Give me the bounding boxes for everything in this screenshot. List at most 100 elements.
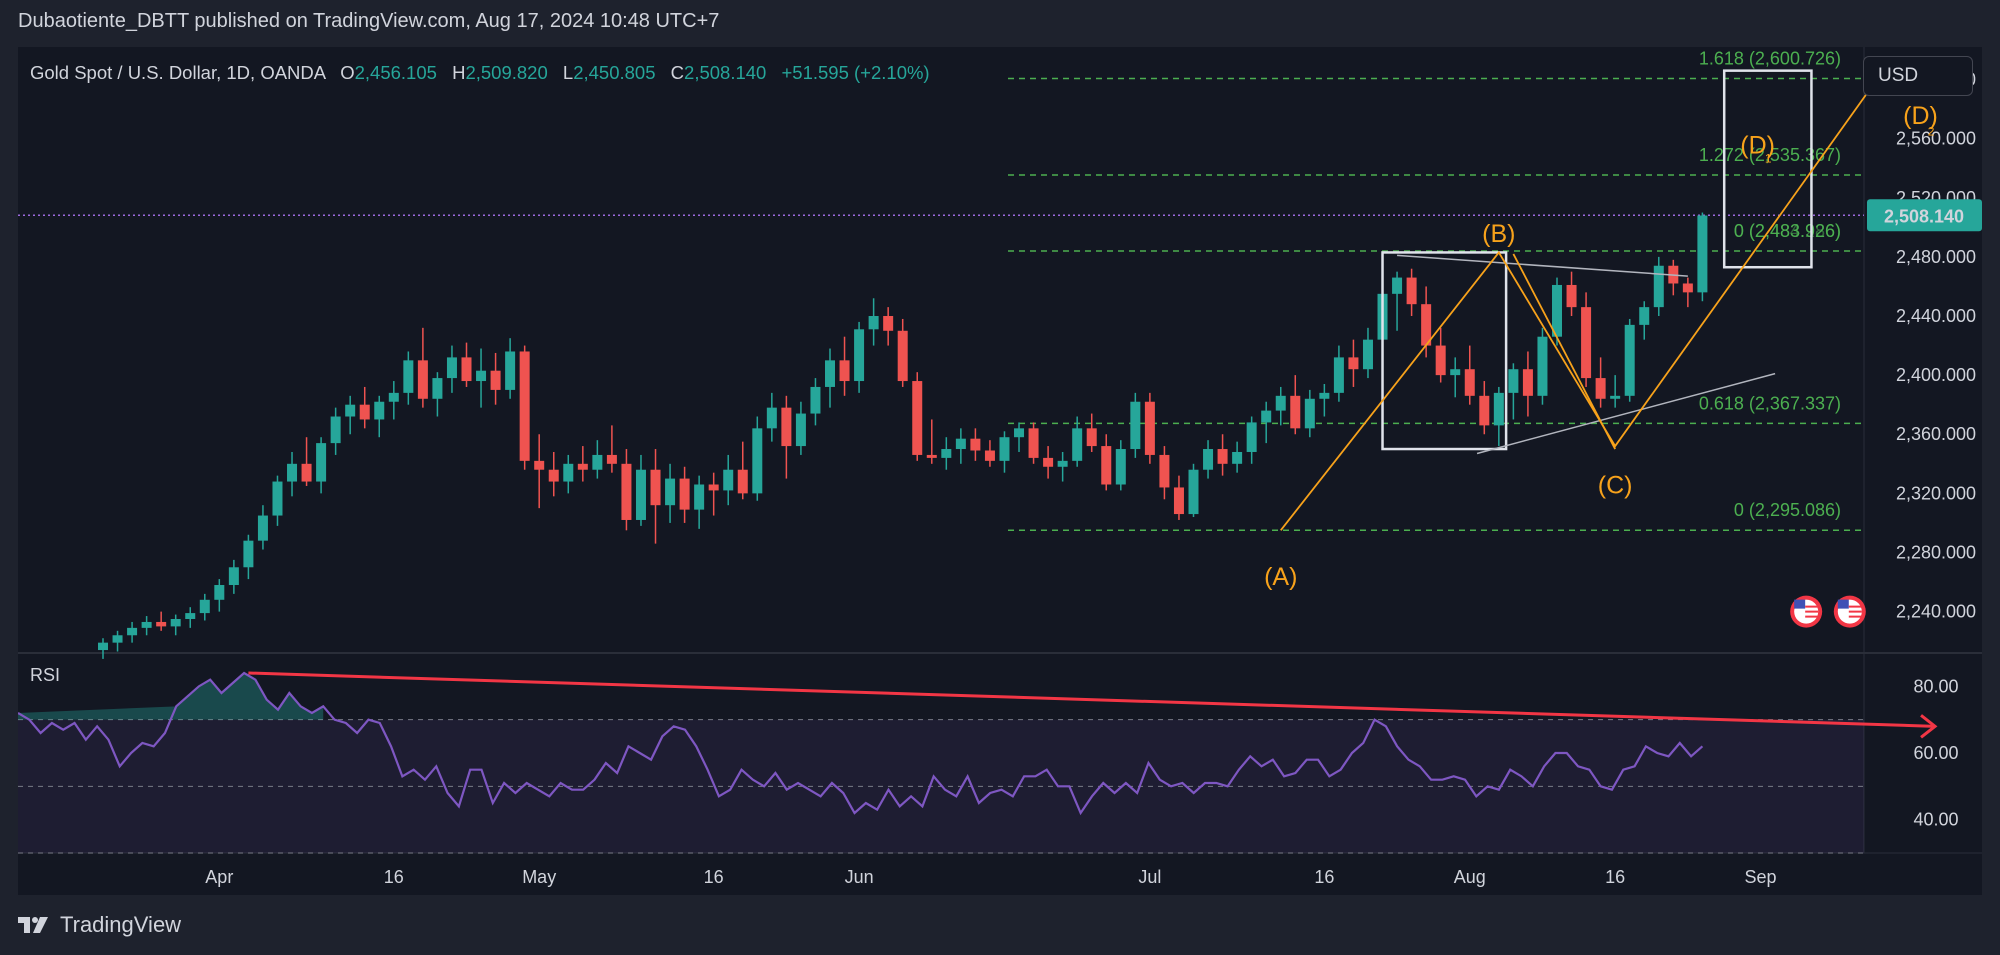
candle-body — [534, 460, 545, 470]
candle-body — [432, 378, 443, 399]
flag-stripe — [1805, 610, 1819, 613]
candle-body — [519, 351, 530, 461]
triangle-upper-line — [1397, 254, 1688, 277]
candle-body — [1203, 449, 1214, 470]
candle-body — [1581, 307, 1592, 379]
candle-body — [243, 540, 254, 568]
rsi-line — [18, 671, 1704, 816]
candle-body — [984, 450, 995, 461]
candle-body — [1014, 428, 1025, 438]
candle-body — [1392, 277, 1403, 294]
candle-body — [505, 351, 516, 390]
candle-body — [737, 469, 748, 494]
candle-body — [476, 370, 487, 382]
candle-body — [1697, 215, 1708, 293]
wave-label-d1: (D) — [1740, 131, 1775, 159]
candle-body — [1304, 398, 1315, 429]
candle-body — [446, 357, 457, 379]
candle-body — [665, 478, 676, 506]
candle-body — [388, 392, 399, 402]
chart-svg[interactable]: 2,600.0002,560.0002,520.0002,480.0002,44… — [18, 47, 1982, 895]
candle-body — [1217, 449, 1228, 464]
candle-body — [592, 454, 603, 470]
candle-body — [1333, 357, 1344, 393]
flag-canton — [1837, 599, 1849, 609]
candle-body — [330, 416, 341, 444]
time-tick-label: 16 — [1605, 867, 1625, 887]
candle-body — [752, 428, 763, 494]
wave-label-b: (B) — [1482, 220, 1515, 248]
candle-body — [795, 413, 806, 447]
wave-label-d2-sub: 2 — [1928, 125, 1935, 139]
candle-body — [606, 454, 617, 464]
price-tick-label: 2,400.000 — [1896, 365, 1976, 385]
price-tick-label: 2,280.000 — [1896, 542, 1976, 562]
candle-body — [781, 407, 792, 447]
rsi-tick-label: 60.00 — [1913, 743, 1958, 763]
time-tick-label: May — [522, 867, 556, 887]
candle-body — [955, 438, 966, 450]
candle-body — [228, 567, 239, 586]
candle-body — [708, 484, 719, 491]
candle-body — [1072, 428, 1083, 461]
flag-canton — [1794, 599, 1806, 609]
candle-body — [1057, 460, 1068, 467]
candle-body — [1043, 457, 1054, 467]
time-tick-label: Sep — [1745, 867, 1777, 887]
price-tick-label: 2,240.000 — [1896, 602, 1976, 622]
high-value: 2,509.820 — [465, 62, 548, 83]
wave-label-a: (A) — [1264, 563, 1297, 591]
candle-body — [170, 619, 181, 627]
candle-body — [723, 469, 734, 491]
candle-body — [854, 329, 865, 382]
candle-body — [359, 404, 370, 420]
candle-body — [926, 454, 937, 458]
candle-body — [1362, 339, 1373, 370]
candle-body — [490, 370, 501, 390]
last-price-badge — [1867, 199, 1982, 232]
time-tick-label: Jun — [845, 867, 874, 887]
candle-body — [1232, 451, 1243, 464]
candle-body — [1522, 369, 1533, 396]
candle-body — [1479, 395, 1490, 426]
candle-body — [98, 642, 108, 651]
candle-body — [112, 635, 123, 643]
candle-body — [1566, 284, 1577, 308]
wave-label-c: (C) — [1598, 471, 1633, 499]
wave-label-d2: (D) — [1903, 102, 1938, 130]
brand-name: TradingView — [60, 912, 182, 937]
candle-body — [1261, 410, 1272, 423]
candle-body — [345, 404, 356, 417]
candle-body — [1682, 283, 1693, 293]
brand: TradingView — [18, 912, 181, 938]
candle-body — [257, 515, 268, 541]
wave-label-d1-sub: 1 — [1765, 151, 1772, 165]
candle-body — [127, 627, 138, 636]
currency-button[interactable]: USD — [1863, 56, 1973, 96]
time-tick-label: 16 — [384, 867, 404, 887]
fib-label-1272: 1.272 (2,535.367) — [1699, 145, 1841, 165]
rsi-tick-label: 40.00 — [1913, 810, 1958, 830]
candle-body — [1188, 469, 1199, 515]
candle-body — [1290, 395, 1301, 429]
fib-label-1618: 1.618 (2,600.726) — [1699, 48, 1841, 68]
candle-body — [374, 401, 385, 420]
candle-body — [1421, 304, 1432, 346]
chart-area[interactable]: 2,600.0002,560.0002,520.0002,480.0002,44… — [18, 47, 1982, 895]
candle-body — [1115, 449, 1126, 485]
close-label: C — [670, 62, 685, 83]
candle-body — [810, 386, 821, 414]
candle-body — [403, 360, 414, 393]
candle-body — [694, 484, 705, 510]
price-tick-label: 2,560.000 — [1896, 129, 1976, 149]
candle-body — [1246, 422, 1257, 452]
candle-body — [1319, 392, 1330, 399]
candle-body — [1653, 265, 1664, 308]
candle-body — [185, 613, 196, 620]
flag-stripe — [1848, 615, 1862, 618]
flag-stripe — [1805, 615, 1819, 618]
close-value: 2,508.140 — [684, 62, 767, 83]
candle-body — [839, 360, 850, 382]
price-tick-label: 2,440.000 — [1896, 306, 1976, 326]
candle-body — [1552, 284, 1562, 337]
